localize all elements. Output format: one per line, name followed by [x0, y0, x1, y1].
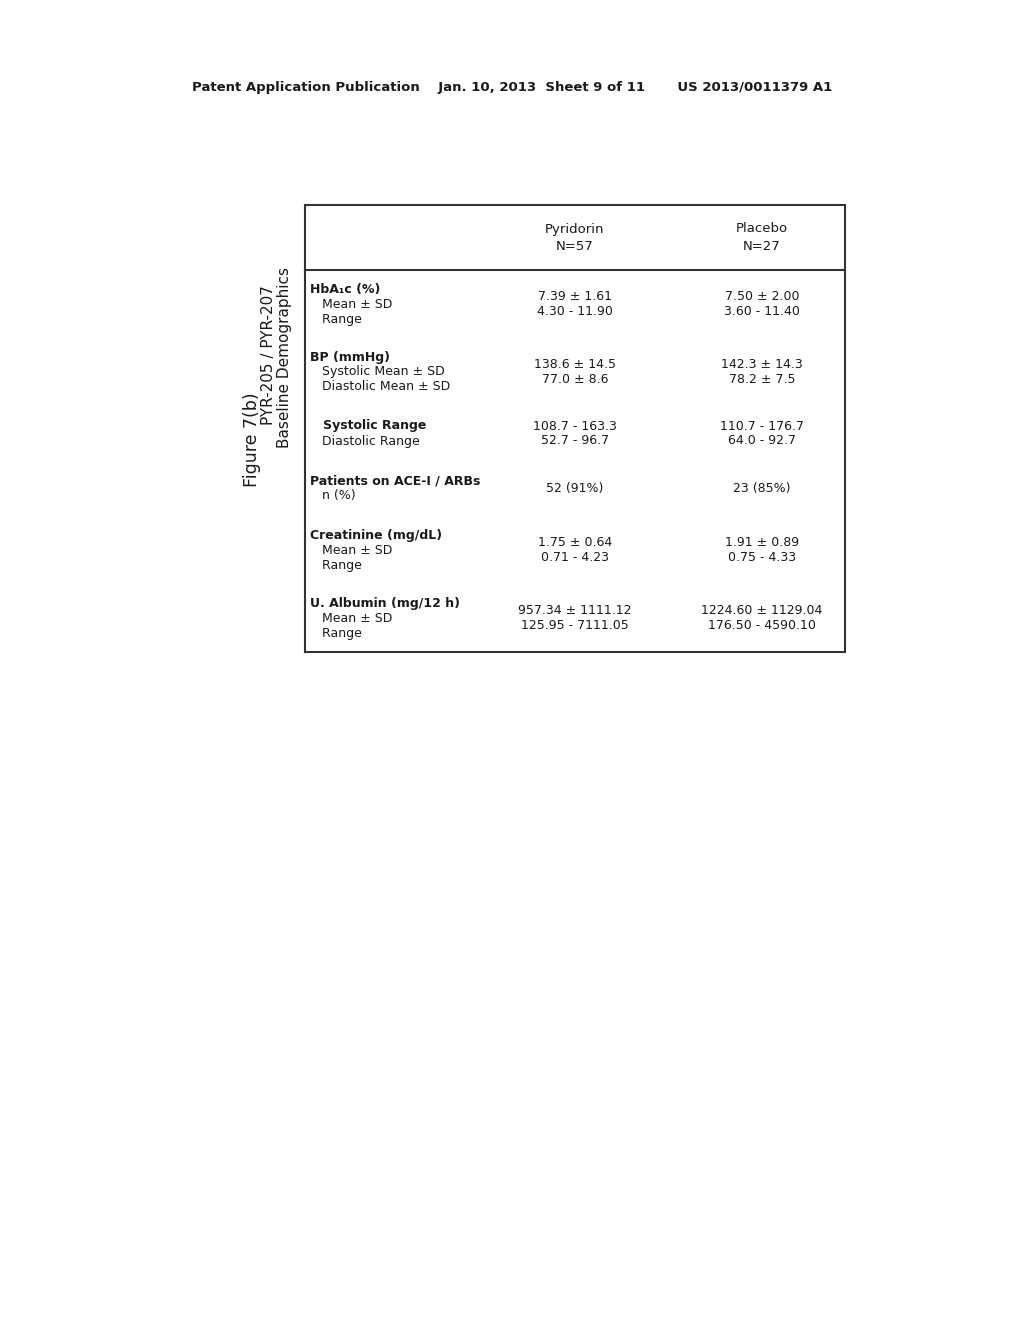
Text: 125.95 - 7111.05: 125.95 - 7111.05 [521, 619, 629, 632]
Text: Diastolic Range: Diastolic Range [310, 434, 420, 447]
Text: 0.75 - 4.33: 0.75 - 4.33 [728, 550, 796, 564]
Text: 142.3 ± 14.3: 142.3 ± 14.3 [721, 358, 803, 371]
Text: Baseline Demographics: Baseline Demographics [276, 268, 292, 449]
Text: 77.0 ± 8.6: 77.0 ± 8.6 [542, 374, 608, 385]
Text: PYR-205 / PYR-207: PYR-205 / PYR-207 [260, 285, 275, 425]
Text: 7.50 ± 2.00: 7.50 ± 2.00 [725, 290, 800, 304]
Text: 23 (85%): 23 (85%) [733, 482, 791, 495]
Text: Creatinine (mg/dL): Creatinine (mg/dL) [310, 528, 442, 541]
Text: Systolic Range: Systolic Range [310, 420, 426, 433]
Text: 1224.60 ± 1129.04: 1224.60 ± 1129.04 [701, 605, 822, 616]
Text: 1.91 ± 0.89: 1.91 ± 0.89 [725, 536, 799, 549]
Text: Mean ± SD: Mean ± SD [310, 297, 392, 310]
Text: 957.34 ± 1111.12: 957.34 ± 1111.12 [518, 605, 632, 616]
Text: Patients on ACE-I / ARBs: Patients on ACE-I / ARBs [310, 474, 480, 487]
Text: Mean ± SD: Mean ± SD [310, 544, 392, 557]
Text: 7.39 ± 1.61: 7.39 ± 1.61 [538, 290, 612, 304]
Text: Mean ± SD: Mean ± SD [310, 611, 392, 624]
Text: Range: Range [310, 313, 361, 326]
Text: Pyridorin
N=57: Pyridorin N=57 [545, 223, 605, 252]
Text: 64.0 - 92.7: 64.0 - 92.7 [728, 434, 796, 447]
Text: Diastolic Mean ± SD: Diastolic Mean ± SD [310, 380, 451, 393]
Text: 138.6 ± 14.5: 138.6 ± 14.5 [534, 358, 616, 371]
Text: U. Albumin (mg/12 h): U. Albumin (mg/12 h) [310, 597, 460, 610]
Text: Figure 7(b): Figure 7(b) [243, 392, 261, 487]
Text: BP (mmHg): BP (mmHg) [310, 351, 390, 363]
Text: 52 (91%): 52 (91%) [547, 482, 604, 495]
Text: 3.60 - 11.40: 3.60 - 11.40 [724, 305, 800, 318]
Text: HbA₁c (%): HbA₁c (%) [310, 282, 380, 296]
Text: Placebo
N=27: Placebo N=27 [736, 223, 788, 252]
Text: Patent Application Publication    Jan. 10, 2013  Sheet 9 of 11       US 2013/001: Patent Application Publication Jan. 10, … [191, 82, 833, 95]
Text: 78.2 ± 7.5: 78.2 ± 7.5 [729, 374, 796, 385]
Text: 176.50 - 4590.10: 176.50 - 4590.10 [708, 619, 816, 632]
Text: 0.71 - 4.23: 0.71 - 4.23 [541, 550, 609, 564]
Text: 52.7 - 96.7: 52.7 - 96.7 [541, 434, 609, 447]
Text: Range: Range [310, 558, 361, 572]
Text: Systolic Mean ± SD: Systolic Mean ± SD [310, 366, 444, 379]
Text: 108.7 - 163.3: 108.7 - 163.3 [534, 420, 616, 433]
Text: n (%): n (%) [310, 490, 355, 503]
Text: 110.7 - 176.7: 110.7 - 176.7 [720, 420, 804, 433]
Text: Range: Range [310, 627, 361, 639]
Text: 1.75 ± 0.64: 1.75 ± 0.64 [538, 536, 612, 549]
Text: 4.30 - 11.90: 4.30 - 11.90 [537, 305, 613, 318]
